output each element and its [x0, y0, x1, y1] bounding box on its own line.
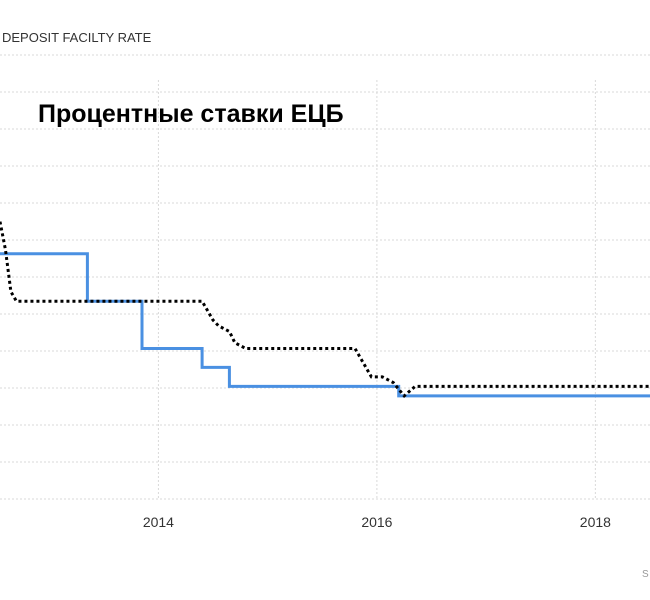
series-line-solid — [0, 252, 650, 398]
series-line-dotted — [0, 221, 650, 399]
tick-layer: 2014 2016 2018 — [143, 514, 611, 530]
legend-label: DEPOSIT FACILTY RATE — [2, 30, 152, 45]
grid-layer — [0, 54, 650, 500]
x-tick-label-2016: 2016 — [361, 514, 392, 530]
x-tick-label-2014: 2014 — [143, 514, 174, 530]
x-tick-label-2018: 2018 — [580, 514, 611, 530]
series-layer — [0, 221, 650, 399]
source-label: S — [642, 569, 649, 580]
chart-title: Процентные ставки ЕЦБ — [38, 100, 344, 128]
